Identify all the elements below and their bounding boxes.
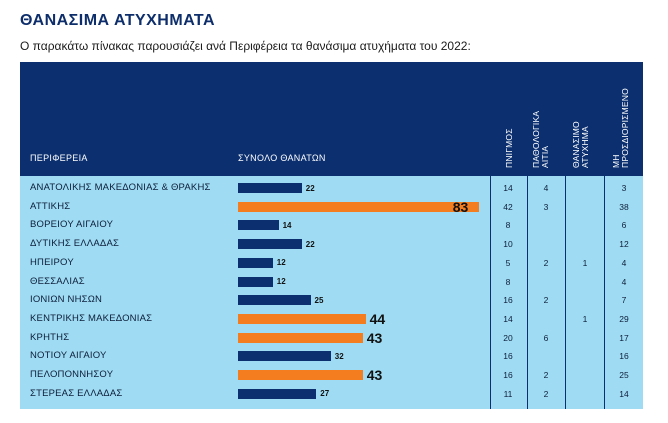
bar-value-label: 25 [314,295,324,305]
page-title: ΘΑΝΑΣΙΜΑ ΑΤΥΧΗΜΑΤΑ [20,12,216,29]
bar [238,257,273,268]
cell-unspecified: 38 [619,201,629,212]
bar [238,295,311,306]
bar [238,313,366,324]
bar-value-label: 12 [276,277,286,286]
cell-unspecified: 4 [621,276,627,287]
header-drowning: ΠΝΙΓΜΟΣ [504,128,514,168]
bar [238,332,363,343]
bar [238,220,279,231]
cell-unspecified: 12 [619,239,629,250]
cell-unspecified: 4 [621,257,627,268]
column-divider [565,62,566,409]
bar [238,276,273,287]
cell-drowning: 5 [505,257,511,268]
column-divider [527,62,528,409]
cell-drowning: 14 [503,313,513,324]
cell-unspecified: 7 [621,295,627,306]
cell-drowning: 8 [505,276,511,287]
bar [238,239,302,250]
bar-value-label: 22 [305,239,315,249]
bar [238,183,302,193]
cell-drowning: 8 [505,220,511,231]
cell-pathological: 3 [543,201,549,212]
cell-drowning: 42 [503,201,513,212]
cell-unspecified: 16 [619,351,629,362]
bar-value-label: 43 [366,367,383,383]
bar [238,388,317,399]
bar-value-label: 43 [366,329,383,346]
bar-value-label: 83 [452,198,469,215]
bar-value-label: 22 [305,183,315,193]
region-label: ΒΟΡΕΙΟΥ ΑΙΓΑΙΟΥ [30,219,114,231]
cell-unspecified: 3 [621,183,627,193]
bar-value-label: 12 [276,258,286,268]
cell-pathological: 2 [543,295,549,306]
cell-pathological: 2 [543,370,549,380]
header-pathological: ΠΑΘΟΛΟΓΙΚΑ ΑΙΤΙΑ [531,110,550,168]
cell-unspecified: 6 [621,220,627,231]
region-label: ΑΤΤΙΚΗΣ [30,200,71,212]
cell-drowning: 10 [503,239,513,250]
bar-value-label: 32 [334,351,344,361]
table-header [20,62,643,176]
cell-fatal-accident: 1 [582,257,588,268]
column-divider [604,62,605,409]
bar [238,351,331,362]
cell-unspecified: 17 [619,332,629,343]
region-label: ΣΤΕΡΕΑΣ ΕΛΛΑΔΑΣ [30,387,123,399]
region-label: ΚΕΝΤΡΙΚΗΣ ΜΑΚΕΔΟΝΙΑΣ [30,312,153,324]
cell-unspecified: 14 [619,388,629,399]
region-label: ΗΠΕΙΡΟΥ [30,256,74,268]
bar [238,370,363,380]
cell-drowning: 16 [503,351,513,362]
bar-value-label: 27 [320,389,330,399]
region-label: ΠΕΛΟΠΟΝΝΗΣΟΥ [30,369,114,380]
page-subtitle: Ο παρακάτω πίνακας παρουσιάζει ανά Περιφ… [20,39,471,53]
cell-drowning: 16 [503,295,513,306]
header-total-deaths: ΣΥΝΟΛΟ ΘΑΝΑΤΩΝ [238,153,326,163]
header-fatal-accident: ΘΑΝΑΣΙΜΟ ΑΤΥΧΗΜΑ [571,121,590,168]
cell-pathological: 2 [543,388,549,399]
cell-drowning: 20 [503,332,513,343]
cell-pathological: 4 [543,183,549,193]
cell-unspecified: 25 [619,370,629,380]
cell-drowning: 14 [503,183,513,193]
header-region: ΠΕΡΙΦΕΡΕΙΑ [30,153,88,163]
region-label: ΝΟΤΙΟΥ ΑΙΓΑΙΟΥ [30,350,107,362]
region-label: ΙΟΝΙΩΝ ΝΗΣΩΝ [30,294,103,306]
cell-drowning: 11 [503,388,513,399]
region-label: ΘΕΣΣΑΛΙΑΣ [30,275,85,287]
bar-value-label: 44 [369,310,386,327]
bar [238,201,479,212]
header-unspecified: ΜΗ ΠΡΟΣΔΙΟΡΙΣΜΕΝΟ [611,88,630,168]
cell-pathological: 2 [543,257,549,268]
column-divider [490,62,491,409]
bar-value-label: 14 [282,220,292,230]
fatal-accidents-table: ΠΕΡΙΦΕΡΕΙΑ ΣΥΝΟΛΟ ΘΑΝΑΤΩΝ ΠΝΙΓΜΟΣ ΠΑΘΟΛΟ… [20,62,643,409]
region-label: ΚΡΗΤΗΣ [30,331,70,343]
cell-unspecified: 29 [619,313,629,324]
cell-pathological: 6 [543,332,549,343]
cell-drowning: 16 [503,370,513,380]
region-label: ΑΝΑΤΟΛΙΚΗΣ ΜΑΚΕΔΟΝΙΑΣ & ΘΡΑΚΗΣ [30,182,211,193]
region-label: ΔΥΤΙΚΗΣ ΕΛΛΑΔΑΣ [30,238,120,250]
cell-fatal-accident: 1 [582,313,588,324]
